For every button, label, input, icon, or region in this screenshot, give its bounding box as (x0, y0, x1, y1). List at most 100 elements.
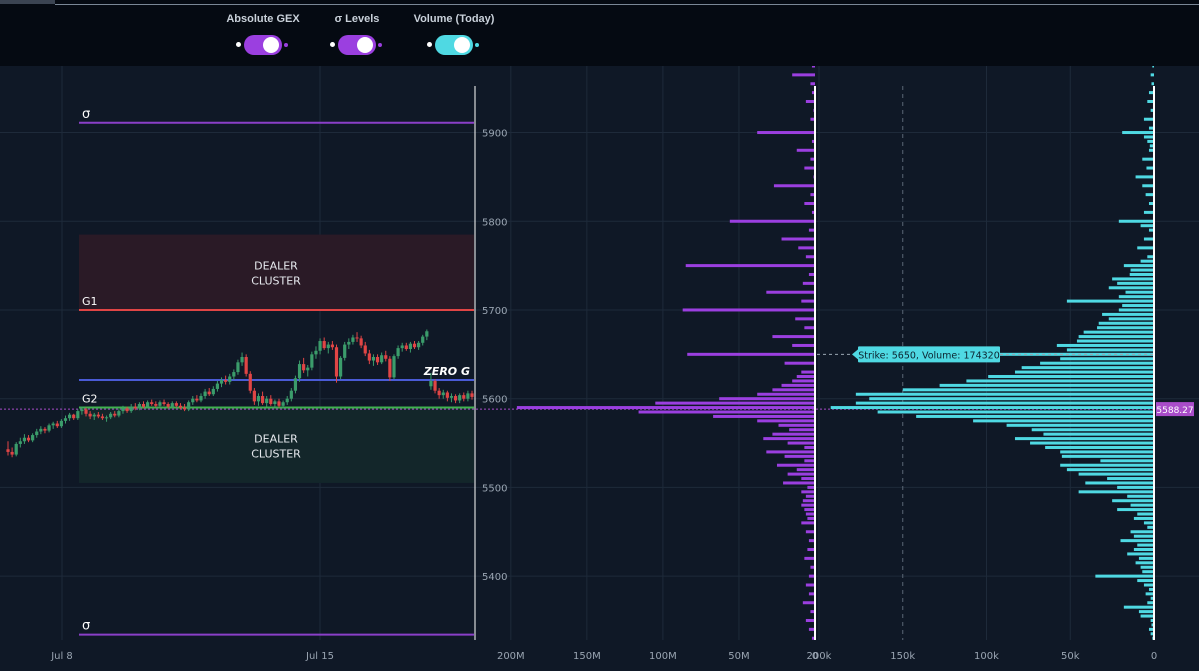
gex-bar (638, 410, 815, 414)
volume-bar (1060, 463, 1154, 467)
level-label: σ (82, 619, 90, 634)
volume-bar (1127, 552, 1154, 556)
volume-bar (1031, 428, 1154, 432)
volume-bar (1108, 317, 1154, 321)
candle-body (224, 380, 228, 382)
gex-bar (811, 139, 815, 143)
volume-bar (1040, 361, 1154, 365)
chart-axes (474, 86, 1155, 640)
candle-body (429, 380, 433, 387)
candle-body (174, 403, 178, 406)
volume-bar (1117, 281, 1154, 285)
gex-bar (772, 335, 815, 339)
candle-body (367, 353, 371, 361)
candle-body (236, 362, 240, 373)
volume-bar (1147, 525, 1154, 529)
candle-body (449, 396, 454, 398)
price-tick-label: 5700 (482, 306, 507, 317)
candle-body (18, 441, 22, 444)
annotation-pointer-icon (852, 349, 858, 360)
gex-bar (787, 472, 815, 476)
volume-bar (1125, 290, 1154, 294)
volume-bar (1122, 304, 1154, 308)
volume-bar (1148, 126, 1154, 130)
gex-bar (805, 512, 815, 516)
gex-bar (807, 485, 815, 489)
candle-body (260, 396, 265, 404)
gex-bar (805, 530, 815, 534)
volume-bar (1078, 335, 1154, 339)
volume-bar (1140, 224, 1154, 228)
candle-body (55, 423, 59, 427)
sigma-levels-label: σ Levels (334, 13, 380, 25)
candle-body (318, 341, 322, 351)
candle-body (466, 393, 470, 399)
candle-body (314, 350, 318, 355)
candle-body (215, 383, 220, 389)
gex-bar (766, 290, 815, 294)
sigma-levels-toggle[interactable] (330, 35, 382, 55)
gex-bar (811, 91, 815, 95)
volume-bar (1098, 321, 1154, 325)
candle-body (26, 437, 31, 441)
price-tick-label: 5400 (482, 572, 507, 583)
volume-bar (1060, 357, 1154, 361)
candle-body (39, 428, 43, 432)
dealer-cluster-label: DEALER CLUSTER (251, 259, 301, 287)
volume-bar (1045, 445, 1154, 449)
volume-bar (1061, 454, 1154, 458)
volume-bar (1122, 131, 1154, 135)
absolute-gex-toggle[interactable] (236, 35, 288, 55)
annotation-text: Strike: 5650, Volume: 174320 (858, 350, 1000, 361)
volume-bar (1095, 574, 1154, 578)
candle-body (380, 355, 384, 363)
volume-tick-label: 100k (974, 651, 999, 662)
candle-body (14, 443, 18, 455)
volume-bar (1142, 184, 1154, 188)
gex-bar (757, 419, 815, 423)
volume-today-toggle[interactable] (427, 35, 479, 55)
gex-bar (685, 264, 815, 268)
candle-body (326, 344, 330, 349)
candle-body (141, 404, 146, 407)
candle-body (125, 408, 129, 412)
gex-bar (682, 308, 815, 312)
volume-bar (1108, 286, 1154, 290)
candle-body (228, 376, 232, 382)
gex-bar (781, 383, 815, 387)
gex-bar (810, 82, 815, 86)
volume-bar (1148, 202, 1154, 206)
volume-bar (1137, 512, 1154, 516)
volume-bar (966, 379, 1154, 383)
volume-bar (1130, 268, 1154, 272)
candle-body (211, 388, 215, 395)
candle-body (265, 398, 269, 404)
gex-bar (801, 477, 815, 481)
gex-bar (766, 450, 815, 454)
gex-bar (807, 516, 815, 520)
gex-bar (805, 618, 815, 622)
candle-body (425, 331, 429, 337)
candle-body (470, 393, 474, 397)
volume-bar (1149, 144, 1154, 148)
volume-bar (1138, 556, 1154, 560)
candle-body (22, 437, 27, 442)
candle-body (375, 356, 380, 363)
gex-bar (796, 468, 815, 472)
gex-chart[interactable]: DEALER CLUSTER DEALER CLUSTER σ G1 ZERO G G2σ … (0, 66, 1199, 671)
volume-bar (1123, 264, 1154, 268)
volume-bar (1147, 99, 1154, 103)
price-tick-label: 5900 (482, 129, 507, 140)
volume-bar (1143, 237, 1154, 241)
volume-bar (1140, 614, 1154, 618)
volume-bar (1143, 135, 1154, 139)
volume-bar (1148, 228, 1154, 232)
candle-body (334, 347, 339, 377)
volume-bar (1083, 330, 1154, 334)
gex-tick-label: 150M (573, 651, 601, 662)
volume-tick-label: 150k (890, 651, 915, 662)
candle-body (72, 414, 76, 419)
gex-bar (783, 481, 815, 485)
sigma-levels-toggle-group: σ Levels (322, 13, 392, 55)
gex-tick-label: 0 (812, 651, 818, 662)
